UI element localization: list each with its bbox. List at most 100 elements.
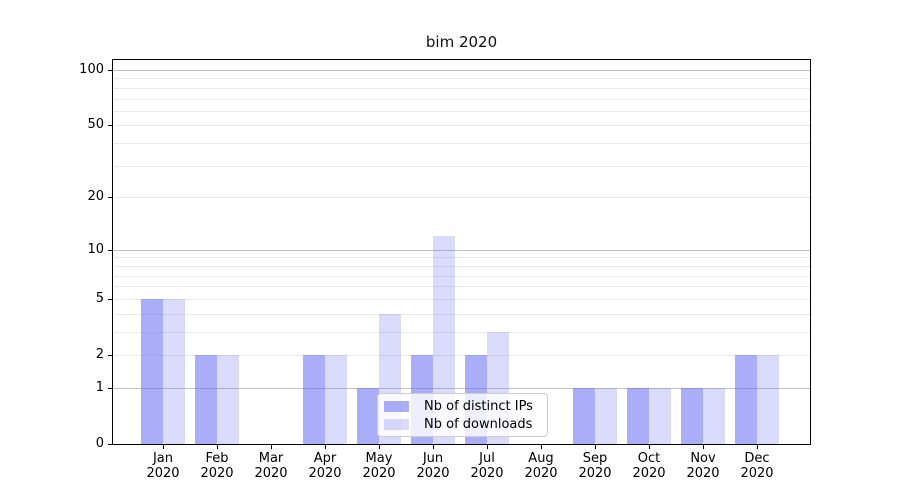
y-tick-mark xyxy=(108,298,112,300)
x-tick-year: 2020 xyxy=(362,466,396,481)
y-tick-mark xyxy=(108,197,112,199)
major-gridline xyxy=(113,70,810,71)
x-tick-month: Aug xyxy=(528,451,554,466)
legend-swatch-distinct-ips xyxy=(384,400,409,412)
x-tick-month: Jan xyxy=(152,451,174,466)
x-tick-mark xyxy=(433,445,434,449)
bar-downloads xyxy=(325,355,347,444)
plot-area xyxy=(112,59,811,445)
x-tick-year: 2020 xyxy=(578,466,612,481)
x-tick-year: 2020 xyxy=(308,466,342,481)
x-tick-label: Jul 2020 xyxy=(455,451,519,481)
minor-gridline xyxy=(113,257,810,259)
bar-distinct-ips xyxy=(195,355,217,444)
y-tick-label: 2 xyxy=(95,347,104,362)
x-tick-mark xyxy=(217,445,218,449)
minor-gridline xyxy=(113,331,810,333)
x-tick-month: Mar xyxy=(258,451,284,466)
legend: Nb of distinct IPs Nb of downloads xyxy=(377,393,548,437)
x-tick-year: 2020 xyxy=(200,466,234,481)
minor-gridline xyxy=(113,165,810,167)
y-tick-label: 10 xyxy=(87,241,104,257)
x-tick-mark xyxy=(541,445,542,449)
x-tick-label: Jan 2020 xyxy=(131,451,195,481)
x-tick-mark xyxy=(703,445,704,449)
bar-downloads xyxy=(757,355,779,444)
x-tick-label: Oct 2020 xyxy=(617,451,681,481)
y-tick-mark xyxy=(108,70,112,71)
x-tick-year: 2020 xyxy=(416,466,450,481)
x-tick-month: Feb xyxy=(205,451,229,466)
legend-item: Nb of distinct IPs xyxy=(384,399,541,414)
x-tick-year: 2020 xyxy=(254,466,288,481)
x-tick-label: Jun 2020 xyxy=(401,451,465,481)
minor-gridline xyxy=(113,110,810,112)
minor-gridline xyxy=(113,143,810,145)
x-tick-label: Apr 2020 xyxy=(293,451,357,481)
minor-gridline xyxy=(113,78,810,80)
legend-label: Nb of downloads xyxy=(424,416,533,432)
minor-gridline xyxy=(113,125,810,127)
x-tick-month: Dec xyxy=(744,451,770,466)
bar-downloads xyxy=(433,236,455,444)
y-tick-mark xyxy=(108,355,112,356)
x-tick-mark xyxy=(379,445,380,449)
plot-inner xyxy=(113,60,810,444)
bar-distinct-ips xyxy=(627,387,649,444)
y-tick-label: 50 xyxy=(87,117,104,133)
y-tick-label: 5 xyxy=(95,290,104,306)
y-tick-mark xyxy=(108,444,112,445)
bar-distinct-ips xyxy=(357,387,379,444)
bar-downloads xyxy=(595,387,617,444)
y-tick-label: 100 xyxy=(79,62,104,77)
bar-downloads xyxy=(703,387,725,444)
y-tick-mark xyxy=(108,125,112,127)
minor-gridline xyxy=(113,265,810,267)
minor-gridline xyxy=(113,98,810,100)
major-gridline xyxy=(113,387,810,389)
minor-gridline xyxy=(113,286,810,288)
y-tick-label: 0 xyxy=(95,436,104,451)
minor-gridline xyxy=(113,355,810,356)
y-tick-label: 20 xyxy=(87,189,104,205)
x-tick-month: May xyxy=(365,451,393,466)
x-tick-mark xyxy=(325,445,326,449)
x-tick-month: Oct xyxy=(637,451,661,466)
x-tick-label: Nov 2020 xyxy=(671,451,735,481)
legend-label: Nb of distinct IPs xyxy=(424,398,533,414)
minor-gridline xyxy=(113,313,810,315)
x-tick-mark xyxy=(595,445,596,449)
x-tick-year: 2020 xyxy=(686,466,720,481)
y-tick-label: 1 xyxy=(95,379,104,395)
x-tick-label: May 2020 xyxy=(347,451,411,481)
major-gridline xyxy=(113,249,810,251)
bar-distinct-ips xyxy=(681,387,703,444)
x-tick-label: Aug 2020 xyxy=(509,451,573,481)
x-tick-mark xyxy=(649,445,650,449)
y-tick-mark xyxy=(108,387,112,389)
bar-downloads xyxy=(163,298,185,444)
bar-downloads xyxy=(649,387,671,444)
x-tick-month: Nov xyxy=(690,451,716,466)
x-tick-month: Jun xyxy=(422,451,444,466)
y-tick-mark xyxy=(108,249,112,251)
x-tick-year: 2020 xyxy=(524,466,558,481)
x-tick-month: Apr xyxy=(313,451,337,466)
bar-distinct-ips xyxy=(573,387,595,444)
x-tick-year: 2020 xyxy=(146,466,180,481)
x-tick-label: Mar 2020 xyxy=(239,451,303,481)
x-tick-mark xyxy=(163,445,164,449)
x-tick-year: 2020 xyxy=(470,466,504,481)
bar-distinct-ips xyxy=(141,298,163,444)
minor-gridline xyxy=(113,87,810,89)
x-tick-label: Dec 2020 xyxy=(725,451,789,481)
x-tick-label: Sep 2020 xyxy=(563,451,627,481)
legend-swatch-downloads xyxy=(384,418,409,430)
minor-gridline xyxy=(113,298,810,300)
x-tick-year: 2020 xyxy=(632,466,666,481)
legend-item: Nb of downloads xyxy=(384,417,541,432)
x-tick-month: Jul xyxy=(479,451,495,466)
x-tick-label: Feb 2020 xyxy=(185,451,249,481)
x-tick-mark xyxy=(271,445,272,449)
